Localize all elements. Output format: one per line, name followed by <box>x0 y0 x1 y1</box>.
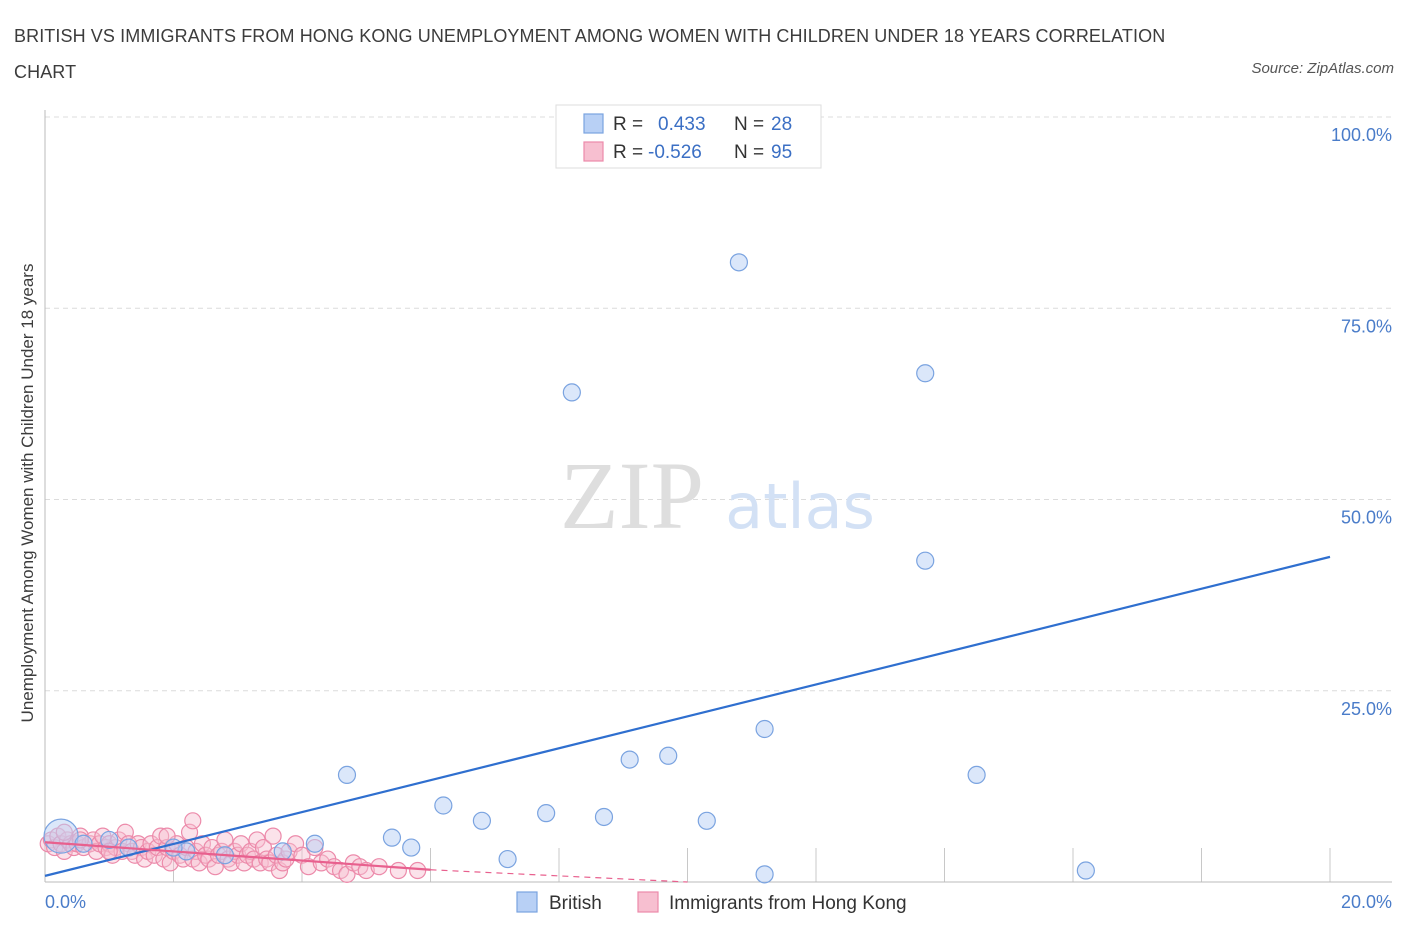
british-point <box>697 811 716 830</box>
legend-n-value-hk: 95 <box>771 142 792 163</box>
british-point <box>100 830 119 850</box>
bottom-legend-hk: Immigrants from Hong Kong <box>669 893 907 914</box>
y-tick-label: 100.0% <box>1331 125 1392 145</box>
british-point <box>472 811 491 830</box>
chart-title: BRITISH VS IMMIGRANTS FROM HONG KONG UNE… <box>14 26 1166 82</box>
hk-point <box>184 812 202 830</box>
gridlines <box>45 116 1392 882</box>
legend-r-label-british: R = <box>613 114 643 135</box>
watermark: ZIP atlas <box>560 442 875 549</box>
british-points <box>43 253 1095 884</box>
british-point <box>337 765 357 785</box>
british-point <box>620 750 639 769</box>
bottom-legend-swatch-hk <box>637 891 659 913</box>
british-point <box>916 551 935 570</box>
x-tick-label: 20.0% <box>1341 892 1392 912</box>
hk-point <box>389 861 407 880</box>
british-point <box>305 834 324 853</box>
british-point <box>43 818 79 854</box>
x-tick-label: 0.0% <box>45 892 86 912</box>
british-point <box>382 828 402 847</box>
legend-r-value-hk: -0.526 <box>648 142 702 163</box>
british-point <box>916 364 935 383</box>
bottom-legend: British Immigrants from Hong Kong <box>516 891 907 914</box>
legend-r-label-hk: R = <box>613 142 643 163</box>
legend-swatch-british <box>583 113 604 134</box>
legend-n-label-british: N = <box>734 114 764 135</box>
british-trend-line <box>44 555 1331 877</box>
hk-point <box>299 858 318 876</box>
watermark-zip: ZIP <box>560 442 704 549</box>
y-tick-labels: 25.0% 50.0% 75.0% 100.0% <box>1331 125 1392 719</box>
british-point <box>594 807 614 827</box>
x-tick-labels: 0.0% 20.0% <box>45 892 1392 912</box>
y-tick-label: 25.0% <box>1341 699 1392 719</box>
british-point <box>273 842 292 861</box>
hk-trend-line <box>44 841 431 871</box>
source-credit: Source: ZipAtlas.com <box>1251 60 1394 77</box>
british-point <box>729 253 749 272</box>
hk-point <box>264 827 282 845</box>
top-legend: R = 0.433 N = 28 R = -0.526 N = 95 <box>555 104 822 169</box>
legend-swatch-hk <box>583 141 604 162</box>
y-axis-label: Unemployment Among Women with Children U… <box>18 264 37 723</box>
y-tick-label: 50.0% <box>1341 508 1392 528</box>
hk-point <box>409 861 427 880</box>
legend-n-label-hk: N = <box>734 142 764 163</box>
y-tick-label: 75.0% <box>1341 316 1392 336</box>
british-point <box>562 383 581 402</box>
bottom-legend-british: British <box>549 893 602 914</box>
british-point <box>537 804 556 823</box>
bottom-legend-swatch-british <box>516 891 538 913</box>
british-point <box>755 865 774 884</box>
british-point <box>434 796 453 815</box>
british-point <box>498 849 517 869</box>
british-point <box>755 719 774 739</box>
british-point <box>1076 861 1095 880</box>
trend-lines <box>44 555 1331 883</box>
hk-trend-line-extension <box>430 869 688 883</box>
british-point <box>402 838 421 857</box>
axes <box>44 110 1392 883</box>
watermark-atlas: atlas <box>725 470 875 543</box>
hk-points <box>39 812 427 883</box>
british-point <box>659 746 678 765</box>
legend-n-value-british: 28 <box>771 114 792 135</box>
legend-r-value-british: 0.433 <box>658 114 706 135</box>
british-point <box>967 765 986 785</box>
